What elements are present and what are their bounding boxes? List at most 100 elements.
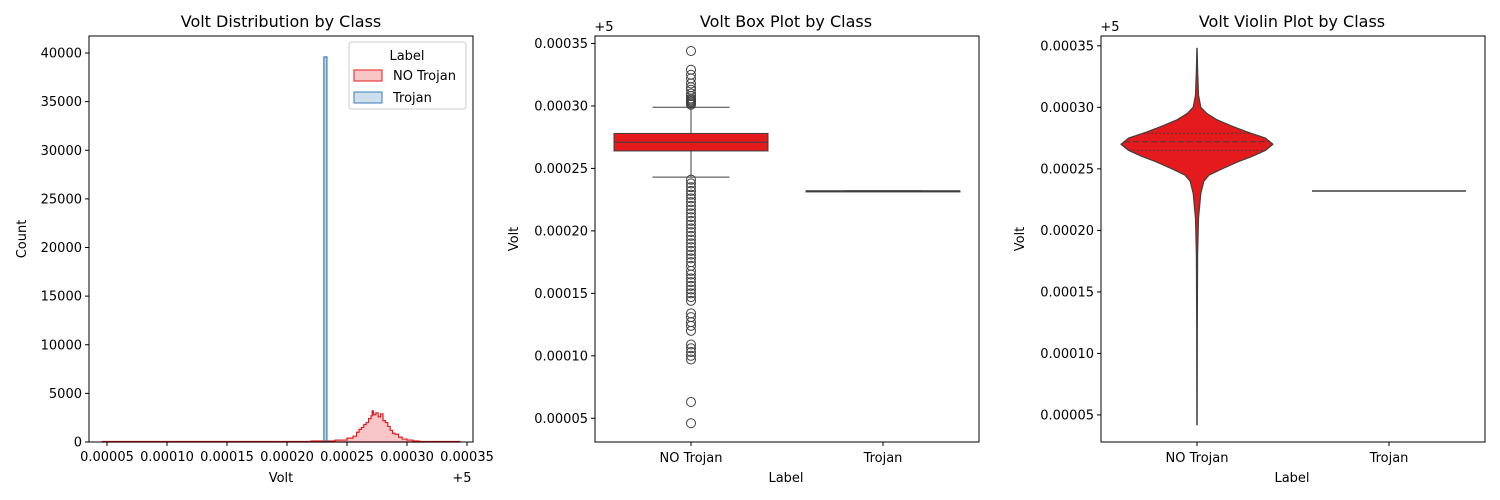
outlier-point bbox=[686, 84, 696, 95]
outlier-point bbox=[686, 227, 696, 238]
x-tick-label: NO Trojan bbox=[660, 451, 723, 466]
y-axis-ticks: 0 5000 10000 15000 20000 25000 30000 35000 40000 bbox=[41, 47, 89, 451]
y-tick-label: 0.00025 bbox=[1040, 162, 1094, 177]
plot-frame bbox=[88, 35, 474, 443]
x-tick-label: 0.00015 bbox=[200, 450, 254, 465]
x-axis-label: Volt bbox=[269, 471, 294, 486]
outlier-point bbox=[686, 230, 696, 241]
x-tick-label: 0.00010 bbox=[140, 450, 194, 465]
x-tick-label: Trojan bbox=[1369, 451, 1409, 466]
y-tick-label: 30000 bbox=[41, 144, 82, 159]
y-axis-ticks: 0.00005 0.00010 0.00015 0.00020 0.00025 0.000… bbox=[534, 37, 595, 427]
outlier-point bbox=[686, 288, 696, 299]
outlier-point bbox=[686, 208, 696, 219]
outlier-point bbox=[686, 350, 696, 361]
y-tick-label: 5000 bbox=[49, 387, 82, 402]
outlier-point bbox=[686, 273, 696, 284]
outlier-point bbox=[686, 418, 696, 429]
violin-plot-panel: Volt Violin Plot by Class NO Trojan Troja… bbox=[1013, 12, 1486, 486]
outlier-point bbox=[686, 182, 696, 193]
y-tick-label: 25000 bbox=[41, 192, 82, 207]
chart-title: Volt Distribution by Class bbox=[181, 12, 382, 31]
outlier-point bbox=[686, 242, 696, 253]
x-tick-label: 0.00035 bbox=[440, 450, 494, 465]
chart-title: Volt Box Plot by Class bbox=[700, 12, 872, 31]
x-tick-label: 0.00030 bbox=[380, 450, 434, 465]
legend: Label NO Trojan Trojan bbox=[348, 41, 467, 110]
y-tick-label: 0.00030 bbox=[1040, 101, 1094, 116]
outlier-point bbox=[686, 343, 696, 354]
outlier-point bbox=[686, 174, 696, 185]
outlier-point bbox=[686, 69, 696, 80]
y-tick-label: 0.00015 bbox=[534, 287, 588, 302]
violin-plot-marks bbox=[1120, 47, 1466, 426]
y-axis-label: Count bbox=[15, 220, 30, 259]
x-axis-ticks: NO Trojan Trojan bbox=[1166, 442, 1409, 466]
y-axis-ticks: 0.00005 0.00010 0.00015 0.00020 0.00025 0.000… bbox=[1040, 39, 1101, 423]
legend-swatch-trojan bbox=[353, 91, 383, 104]
x-tick-label: 0.00020 bbox=[260, 450, 314, 465]
outlier-point bbox=[686, 200, 696, 211]
outlier-point bbox=[686, 185, 696, 196]
x-tick-label: 0.00025 bbox=[320, 450, 374, 465]
outlier-point bbox=[686, 215, 696, 226]
histogram-panel: Volt Distribution by Class 0.00005 0.0001… bbox=[15, 12, 494, 486]
outlier-point bbox=[686, 212, 696, 223]
outlier-point bbox=[686, 260, 696, 271]
outlier-point bbox=[686, 178, 696, 189]
outlier-point bbox=[686, 397, 696, 408]
outlier-point bbox=[686, 219, 696, 230]
legend-label-trojan: Trojan bbox=[392, 91, 432, 106]
x-tick-label: Trojan bbox=[863, 451, 903, 466]
outlier-point bbox=[686, 292, 696, 303]
y-tick-label: 0.00020 bbox=[534, 224, 588, 239]
x-tick-label: 0.00005 bbox=[80, 450, 134, 465]
y-tick-label: 35000 bbox=[41, 95, 82, 110]
outlier-point bbox=[686, 245, 696, 256]
outlier-point bbox=[686, 308, 696, 319]
x-axis-ticks: NO Trojan Trojan bbox=[660, 442, 903, 466]
y-tick-label: 0.00005 bbox=[1040, 408, 1094, 423]
y-offset-label: +5 bbox=[1100, 20, 1119, 35]
y-tick-label: 0.00035 bbox=[534, 37, 588, 52]
outlier-point bbox=[686, 64, 696, 75]
outlier-point bbox=[686, 347, 696, 358]
outlier-point bbox=[686, 295, 696, 306]
outlier-point bbox=[686, 88, 696, 99]
legend-label-no-trojan: NO Trojan bbox=[393, 69, 456, 84]
y-tick-label: 0.00005 bbox=[534, 412, 588, 427]
y-tick-label: 0.00035 bbox=[1040, 39, 1094, 54]
outlier-point bbox=[686, 339, 696, 350]
box-plot-panel: Volt Box Plot by Class NO Trojan Trojan 0… bbox=[507, 12, 980, 486]
violin-no-trojan bbox=[1120, 47, 1274, 426]
box-plot-marks bbox=[613, 45, 961, 429]
y-tick-label: 0.00010 bbox=[534, 349, 588, 364]
plot-frame bbox=[594, 35, 980, 443]
y-tick-label: 0.00010 bbox=[1040, 347, 1094, 362]
chart-title: Volt Violin Plot by Class bbox=[1199, 12, 1385, 31]
outlier-point bbox=[686, 45, 696, 56]
y-tick-label: 0.00015 bbox=[1040, 285, 1094, 300]
y-tick-label: 10000 bbox=[41, 338, 82, 353]
outlier-point bbox=[686, 204, 696, 215]
outlier-point bbox=[686, 354, 696, 365]
outlier-point bbox=[686, 223, 696, 234]
y-offset-label: +5 bbox=[594, 20, 613, 35]
outlier-point bbox=[686, 312, 696, 323]
plot-frame bbox=[1100, 35, 1486, 443]
outlier-point bbox=[686, 280, 696, 291]
y-tick-label: 0.00020 bbox=[1040, 224, 1094, 239]
outlier-point bbox=[686, 238, 696, 249]
outlier-point bbox=[686, 284, 696, 295]
x-tick-label: NO Trojan bbox=[1166, 451, 1229, 466]
histogram-series-no-trojan bbox=[101, 410, 461, 443]
outlier-point bbox=[686, 234, 696, 245]
y-axis-label: Volt bbox=[507, 227, 522, 252]
x-offset-label: +5 bbox=[452, 471, 471, 486]
y-tick-label: 0 bbox=[74, 436, 82, 451]
y-axis-label: Volt bbox=[1013, 227, 1028, 252]
y-tick-label: 20000 bbox=[41, 241, 82, 256]
outlier-point bbox=[686, 249, 696, 260]
outlier-point bbox=[686, 277, 696, 288]
outlier-point bbox=[686, 253, 696, 264]
